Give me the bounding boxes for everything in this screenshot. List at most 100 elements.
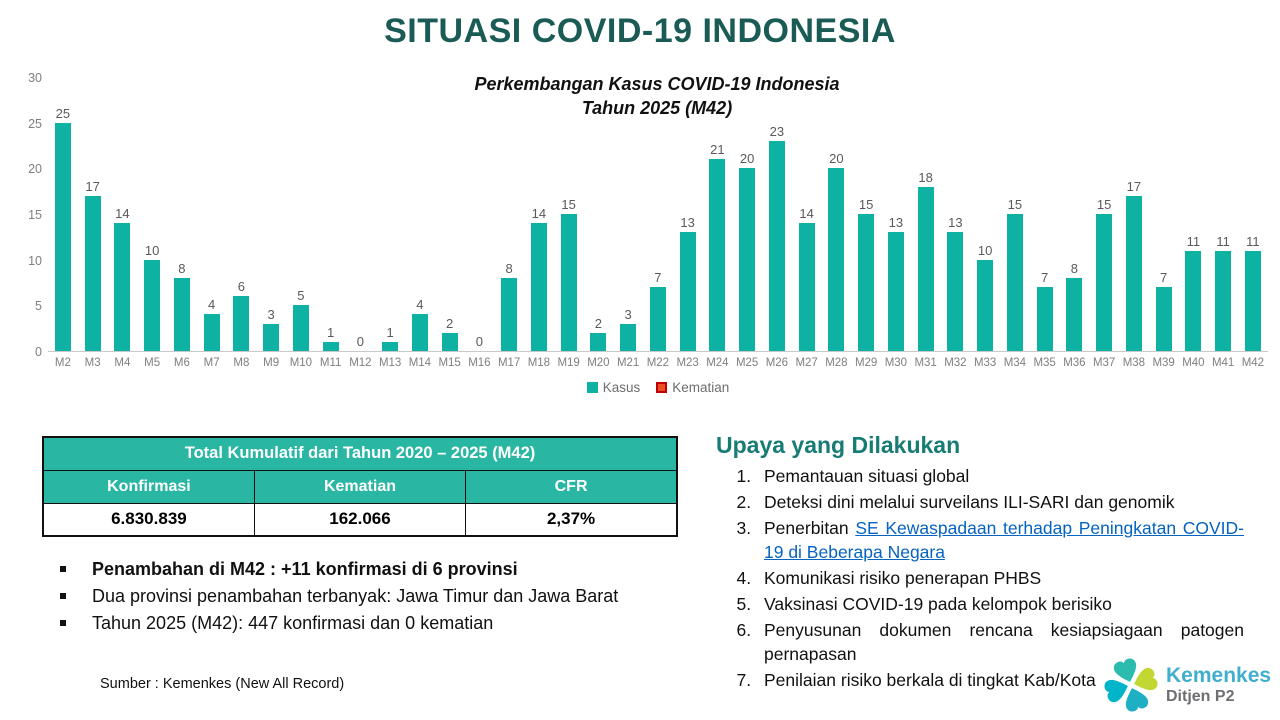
bar-value-label: 4 — [416, 297, 424, 313]
bar-column: 4 — [405, 78, 435, 351]
value-kematian: 162.066 — [253, 502, 467, 537]
x-axis-label: M22 — [646, 357, 670, 369]
x-axis-label: M38 — [1122, 357, 1146, 369]
x-axis-label: M3 — [84, 357, 101, 369]
x-axis-label: M31 — [914, 357, 937, 369]
bars-row: 25 17 14 10 8 4 6 3 5 1 0 1 4 2 0 8 14 15 2 3 7 13 21 20 23 14 20 1… — [48, 78, 1268, 352]
bar-value-label: 13 — [680, 215, 695, 231]
x-axis-label: M24 — [706, 357, 729, 369]
bar-column: 15 — [1089, 78, 1119, 351]
table-row: 6.830.839 162.066 2,37% — [42, 502, 678, 537]
bar-value-label: 17 — [85, 178, 100, 194]
x-axis-label: M30 — [884, 357, 908, 369]
bar-column: 11 — [1179, 78, 1209, 351]
bar-value-label: 7 — [654, 270, 662, 286]
bar-value-label: 15 — [858, 197, 874, 212]
bar-value-label: 1 — [327, 324, 335, 340]
list-item: Penerbitan SE Kewaspadaan terhadap Penin… — [756, 516, 1244, 564]
kasus-bar — [501, 277, 518, 351]
kasus-bar — [144, 259, 161, 351]
kasus-swatch-icon — [586, 382, 598, 393]
kasus-bar — [263, 323, 280, 351]
x-axis-label: M34 — [1003, 357, 1027, 369]
bar-column: 17 — [1119, 78, 1149, 351]
y-axis-tick: 10 — [28, 253, 42, 268]
kasus-bar — [887, 232, 904, 351]
bar-value-label: 25 — [55, 105, 71, 121]
bar-column: 11 — [1208, 78, 1238, 351]
kasus-bar — [1185, 250, 1202, 351]
x-axis-label: M42 — [1241, 357, 1265, 369]
kasus-bar — [739, 168, 756, 351]
bar-column: 1 — [375, 78, 405, 351]
bar-column: 7 — [1030, 78, 1060, 351]
x-axis-label: M18 — [527, 357, 551, 369]
bar-column: 14 — [524, 78, 554, 351]
x-axis-label: M17 — [497, 357, 521, 369]
x-axis-label: M21 — [616, 357, 640, 369]
bar-column: 13 — [881, 78, 911, 351]
y-axis: 0 5 10 15 20 25 30 — [14, 71, 46, 359]
bar-column: 0 — [346, 78, 376, 351]
kasus-bar — [1006, 214, 1023, 351]
list-item: Dua provinsi penambahan terbanyak: Jawa … — [58, 585, 686, 607]
x-axis-label: M37 — [1092, 357, 1116, 369]
source-note: Sumber : Kemenkes (New All Record) — [100, 676, 345, 692]
kasus-bar — [1155, 287, 1172, 351]
kasus-bar — [560, 214, 577, 351]
x-axis-label: M10 — [289, 357, 313, 369]
bar-column: 13 — [941, 78, 971, 351]
bar-column: 3 — [613, 78, 643, 351]
kasus-bar — [54, 122, 71, 351]
x-axis-label: M16 — [468, 357, 491, 369]
bar-value-label: 3 — [624, 306, 632, 322]
bar-value-label: 20 — [829, 151, 844, 167]
bar-value-label: 5 — [297, 288, 305, 304]
list-item: Deteksi dini melalui surveilans ILI-SARI… — [756, 490, 1244, 514]
bar-value-label: 15 — [1096, 197, 1112, 212]
bar-value-label: 8 — [178, 260, 186, 276]
kasus-bar — [173, 277, 190, 351]
bar-column: 11 — [1238, 78, 1268, 351]
x-axis-label: M4 — [114, 357, 131, 369]
list-item: Penyusunan dokumen rencana kesiapsiagaan… — [756, 618, 1244, 666]
kasus-bar — [709, 159, 726, 351]
bar-column: 15 — [851, 78, 881, 351]
bar-value-label: 11 — [1246, 233, 1260, 249]
list-item: Penambahan di M42 : +11 konfirmasi di 6 … — [58, 558, 686, 580]
logo-subtitle: Ditjen P2 — [1166, 688, 1235, 705]
x-axis-label: M23 — [676, 357, 699, 369]
kasus-bar — [620, 323, 637, 351]
bar-column: 20 — [822, 78, 852, 351]
list-item: Pemantauan situasi global — [756, 464, 1244, 488]
bar-column: 8 — [494, 78, 524, 351]
y-axis-tick: 30 — [28, 71, 42, 85]
kasus-bar — [768, 140, 785, 351]
list-item: Vaksinasi COVID-19 pada kelompok berisik… — [756, 592, 1244, 616]
x-axis-label: M15 — [438, 357, 461, 369]
x-axis-label: M5 — [144, 357, 161, 369]
bar-value-label: 7 — [1041, 270, 1049, 286]
bar-column: 5 — [286, 78, 316, 351]
x-axis-label: M25 — [735, 357, 759, 369]
kasus-bar — [84, 195, 101, 351]
list-item: Penilaian risiko berkala di tingkat Kab/… — [756, 668, 1244, 692]
bar-value-label: 6 — [237, 279, 245, 295]
bar-column: 10 — [970, 78, 1000, 351]
bar-value-label: 2 — [594, 315, 602, 331]
value-cfr: 2,37% — [465, 502, 678, 537]
se-kewaspadaan-link[interactable]: SE Kewaspadaan terhadap Peningkatan COVI… — [764, 518, 1244, 562]
kasus-bar — [590, 332, 607, 351]
kasus-bar — [203, 314, 220, 351]
kasus-bar — [1036, 287, 1053, 351]
upaya-section: Upaya yang Dilakukan Pemantauan situasi … — [716, 432, 1244, 694]
bar-value-label: 8 — [505, 260, 513, 276]
bar-value-label: 7 — [1160, 270, 1168, 286]
x-axis-label: M27 — [795, 357, 818, 369]
x-axis-label: M41 — [1211, 357, 1235, 369]
kasus-bar — [679, 232, 696, 351]
bar-value-label: 10 — [977, 242, 993, 258]
kasus-bar — [977, 259, 994, 351]
kasus-bar — [114, 223, 131, 351]
